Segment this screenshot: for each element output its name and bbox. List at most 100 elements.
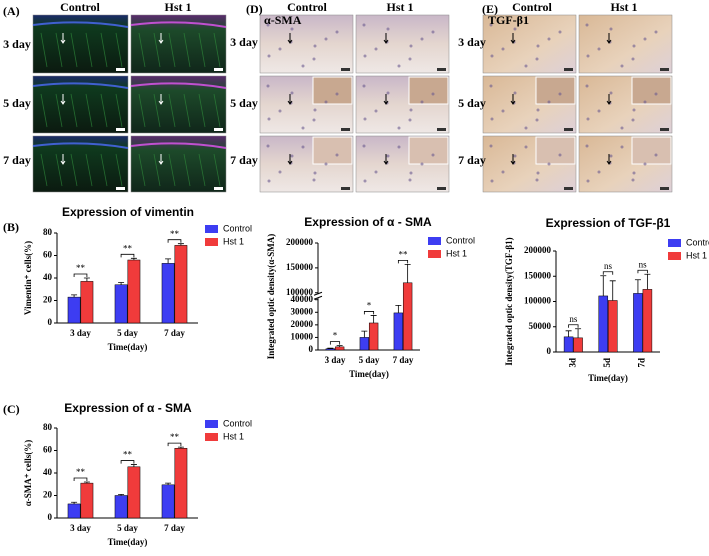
micrographs [32,14,673,193]
cell [324,37,328,41]
x-tick-label: 3 day [325,355,346,365]
arrow [383,94,389,105]
error-bar [130,464,137,467]
y-tick-label: 200000 [524,245,552,255]
cell [374,109,378,113]
tissue-fiber [213,93,221,128]
cell [547,100,551,104]
legend-swatch [205,433,218,441]
error-bar [327,347,334,349]
scale-bar [341,68,350,71]
row-label: 7 day [230,153,258,167]
error-bar [165,258,172,264]
tissue-fiber [168,153,176,187]
cell [335,153,339,157]
significance: ns [604,261,613,271]
y-axis-label: Vimentin⁺ cells(%) [23,241,33,315]
row-label: 3 day [3,37,31,51]
cell [290,27,294,31]
arrow [606,154,612,165]
significance: * [333,331,338,341]
tissue-fiber [115,153,123,187]
cell [278,47,282,51]
tissue-fiber [115,93,123,128]
cell [631,178,635,182]
arrow [287,154,293,165]
cell [597,109,601,113]
arrow [60,94,66,105]
legend-swatch [668,252,681,260]
error-bar [565,330,572,337]
arrow [383,154,389,165]
cell [290,154,294,158]
error-bar [575,328,582,338]
inset [535,76,576,105]
significance-bracket [73,273,88,277]
bar [174,245,188,324]
cell [408,57,412,61]
tissue-fiber [168,32,176,68]
bar [114,495,128,519]
y-tick-label: 40 [43,467,53,477]
significance: ** [123,450,133,460]
bar [114,284,128,324]
micrograph [482,14,577,74]
tissue-fiber [153,32,161,68]
cell [409,44,413,48]
row-label: 5 day [458,96,486,110]
significance: ** [76,467,86,477]
scale-bar [660,68,669,71]
x-tick-label: 5 day [117,328,138,338]
error-bar [395,304,402,313]
row-label: 5 day [230,96,258,110]
cell [536,171,540,175]
cell [420,162,424,166]
y-tick-label: 60 [43,445,53,455]
tissue-fiber [183,32,191,68]
error-bar [404,263,411,283]
legend-label: Control [446,235,475,245]
cell [535,118,539,122]
cell [524,126,528,130]
cell [536,44,540,48]
legend-label: Hst 1 [686,250,707,260]
significance-bracket [363,311,375,315]
cell [324,100,328,104]
error-bar [177,243,184,246]
error-bar [118,493,125,496]
cell [620,145,624,149]
bar [80,281,94,324]
tissue-fiber [70,153,78,187]
tissue-fiber [100,93,108,128]
cell [654,92,658,96]
cell [558,30,562,34]
tissue-fiber [40,32,48,68]
cell [324,162,328,166]
tissue-fiber [32,142,129,149]
arrow [510,33,516,44]
significance: ** [399,249,409,259]
arrow [606,94,612,105]
significance: ns [639,259,648,269]
legend-swatch [205,238,218,246]
panel-label: (A) [3,4,20,18]
arrow [606,33,612,44]
tissue-fiber [198,32,206,68]
tissue-fiber [55,93,63,128]
tissue-fiber [85,93,93,128]
cell [335,92,339,96]
cell [609,154,613,158]
significance-bracket [120,253,135,258]
chart-title: Expression of α - SMA [304,215,432,229]
cell [586,117,590,121]
legend-swatch [205,225,218,233]
cell [490,179,494,183]
cell [312,57,316,61]
error-bar [361,330,368,338]
x-axis-label: Time(day) [588,373,628,383]
legend-label: Hst 1 [223,431,244,441]
cell [597,170,601,174]
cell [267,117,271,121]
scale-bar [341,187,350,190]
